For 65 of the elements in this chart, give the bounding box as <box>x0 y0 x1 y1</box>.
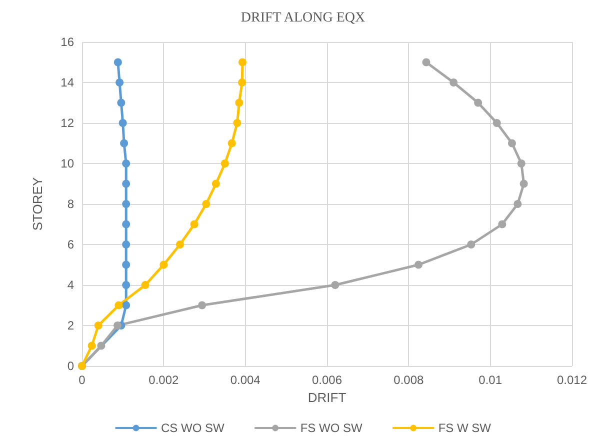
x-tick-label: 0.006 <box>312 373 342 387</box>
point <box>212 180 220 188</box>
y-axis-title: STOREY <box>30 177 45 231</box>
chart-title: DRIFT ALONG EQX <box>240 10 366 26</box>
point <box>94 322 102 330</box>
point <box>517 160 526 168</box>
x-tick-label: 0.012 <box>556 373 588 387</box>
point <box>116 78 124 86</box>
point <box>122 281 130 289</box>
y-tick-label: 16 <box>60 35 74 49</box>
point <box>114 301 123 310</box>
y-tick-label: 12 <box>60 116 74 130</box>
point <box>220 160 229 168</box>
point <box>117 98 126 107</box>
x-tick-label: 0 <box>78 373 86 387</box>
legend-label: FS WO SW <box>300 421 364 435</box>
point <box>176 240 184 248</box>
x-tick-label: 0.004 <box>230 373 261 387</box>
point <box>120 139 128 148</box>
x-axis-title: DRIFT <box>308 390 346 405</box>
point <box>238 78 246 86</box>
point <box>235 98 244 107</box>
point <box>160 260 168 269</box>
point <box>450 78 458 86</box>
point <box>467 240 476 248</box>
y-tick-label: 8 <box>67 197 74 211</box>
point <box>492 119 501 127</box>
point <box>228 139 236 148</box>
point <box>422 58 430 66</box>
point <box>97 342 106 350</box>
point <box>202 200 210 208</box>
point <box>498 220 506 228</box>
point <box>88 342 96 350</box>
point <box>198 301 206 310</box>
point <box>122 200 130 208</box>
x-tick-label: 0.002 <box>148 373 180 387</box>
y-tick-label: 2 <box>67 318 74 332</box>
y-tick-label: 6 <box>67 238 74 252</box>
point <box>118 119 127 127</box>
point <box>122 180 130 188</box>
point <box>114 58 122 66</box>
legend-label: CS WO SW <box>161 421 226 435</box>
point <box>122 260 130 269</box>
point <box>114 322 122 330</box>
y-tick-label: 10 <box>60 156 74 170</box>
y-tick-label: 0 <box>67 359 74 373</box>
y-tick-label: 14 <box>60 76 74 90</box>
point <box>474 98 482 107</box>
point <box>190 220 198 228</box>
point <box>122 220 130 228</box>
legend-label: FS W SW <box>438 421 492 435</box>
point <box>141 281 150 289</box>
x-tick-label: 0.01 <box>478 373 502 387</box>
point <box>122 240 130 248</box>
y-tick-label: 4 <box>67 278 74 292</box>
point <box>508 139 516 148</box>
point <box>122 160 130 168</box>
point <box>122 301 130 310</box>
point <box>414 260 422 269</box>
point <box>331 281 340 289</box>
x-tick-label: 0.008 <box>394 373 424 387</box>
point <box>233 119 242 127</box>
point <box>520 180 528 188</box>
point <box>514 200 522 208</box>
point <box>238 58 246 66</box>
